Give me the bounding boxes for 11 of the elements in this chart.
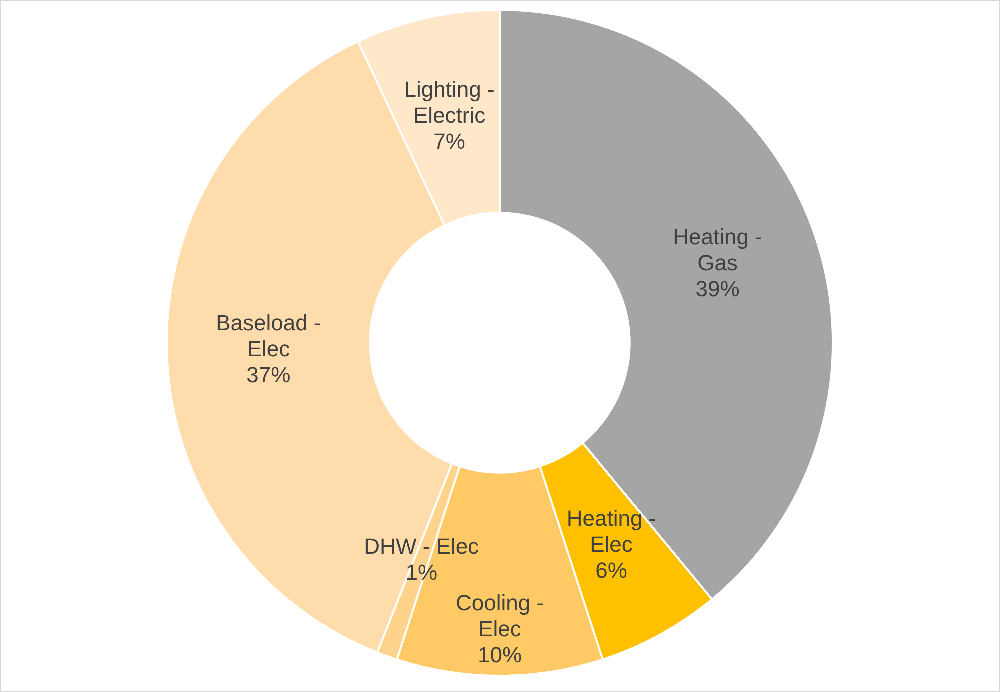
data-label: 10%: [478, 642, 522, 668]
data-label: 37%: [246, 362, 291, 388]
slice-label: Baseload - Elec: [216, 310, 322, 362]
slice-label: Cooling - Elec: [456, 590, 544, 642]
slice-label: Heating - Elec: [566, 506, 656, 557]
slice-label: DHW - Elec: [364, 534, 480, 559]
slice-label: Lighting - Electric: [404, 77, 495, 128]
data-label: 7%: [434, 129, 466, 154]
slice-label: Heating - Gas: [673, 224, 762, 276]
data-label: 39%: [696, 276, 740, 302]
data-label: 6%: [596, 558, 628, 583]
